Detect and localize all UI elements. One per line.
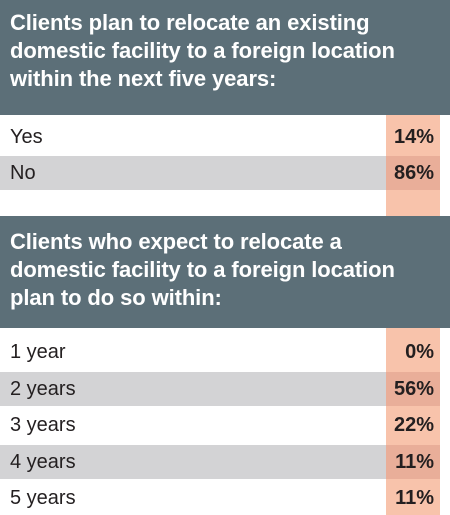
row-percentage: 22% (393, 414, 434, 436)
row-percentage: 0% (405, 341, 434, 363)
row-label: Yes (10, 126, 43, 148)
table-row: Yes 14% (0, 120, 450, 154)
row-label: 5 years (10, 487, 76, 509)
row-label: 1 year (10, 341, 66, 363)
row-background (0, 156, 386, 190)
row-percentage: 56% (386, 371, 440, 406)
row-label: 4 years (10, 450, 76, 473)
table-row: 4 years 11% (0, 444, 450, 479)
table-row: 2 years 56% (0, 371, 450, 406)
row-label: 3 years (10, 414, 76, 436)
pct-column-2 (386, 328, 440, 515)
row-percentage: 11% (386, 444, 440, 479)
table-row: 1 year 0% (0, 335, 450, 369)
row-percentage: 86% (386, 156, 440, 190)
row-percentage: 11% (395, 487, 434, 509)
table-row: 3 years 22% (0, 408, 450, 442)
row-background (0, 444, 386, 479)
table-row: 5 years 11% (0, 481, 450, 515)
row-percentage: 14% (393, 126, 434, 148)
section-1-title: Clients plan to relocate an existing dom… (0, 0, 450, 115)
row-background (0, 371, 386, 406)
row-label: No (10, 162, 36, 184)
row-label: 2 years (10, 377, 76, 400)
section-2-title: Clients who expect to relocate a domesti… (0, 216, 450, 328)
table-row: No 86% (0, 156, 450, 190)
